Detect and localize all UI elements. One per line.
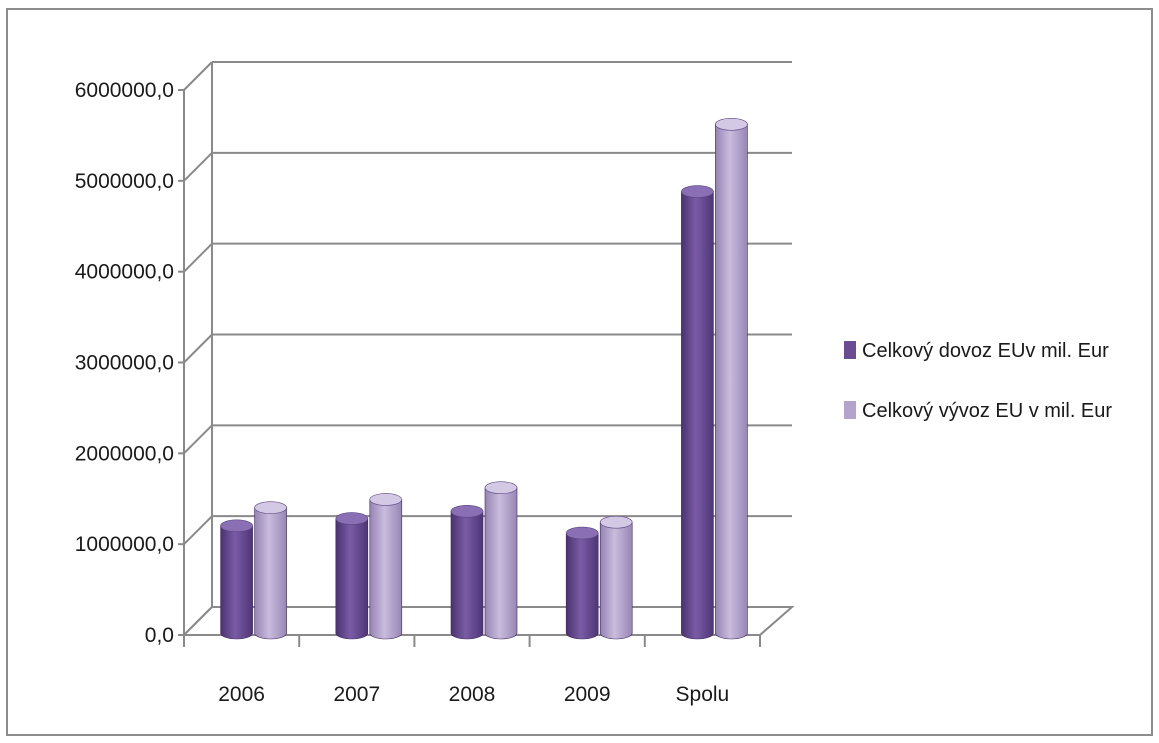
chart-frame: 0,0 1000000,0 2000000,0 3000000,0 4000000,0 5… (6, 8, 1153, 736)
x-axis-tick-labels: 2006 2007 2008 2009 Spolu (218, 683, 729, 706)
y-tick-label: 3000000,0 (75, 352, 174, 375)
bar-body (220, 525, 253, 640)
bar (254, 501, 287, 640)
y-tick-label: 4000000,0 (75, 261, 174, 284)
legend-label: Celkový vývoz EU v mil. Eur (862, 400, 1112, 422)
bar-body (335, 518, 369, 640)
bar-top (450, 504, 484, 518)
gridline-depth (183, 333, 213, 364)
bar-top (681, 185, 714, 198)
x-tick-label: 2008 (449, 683, 496, 706)
y-axis-tick-labels: 0,0 1000000,0 2000000,0 3000000,0 4000000,0 5… (75, 79, 174, 647)
bar-top (369, 493, 403, 506)
bar-body (681, 191, 714, 640)
x-tick-label: Spolu (676, 683, 730, 706)
y-tick-label: 1000000,0 (75, 533, 174, 556)
bar (335, 512, 369, 640)
y-tick-label: 2000000,0 (75, 442, 174, 465)
gridline-depth (183, 61, 213, 91)
gridline-depth (183, 424, 213, 455)
bar (220, 519, 253, 640)
bar-top (484, 481, 518, 494)
bar (450, 504, 484, 640)
x-tick-label: 2007 (333, 683, 380, 706)
bar-top (715, 118, 748, 131)
bars (220, 118, 748, 640)
bar (681, 185, 714, 640)
bar-top (599, 515, 633, 529)
bar (484, 481, 518, 640)
x-tick-label: 2009 (564, 683, 611, 706)
legend-label: Celkový dovoz EUv mil. Eur (862, 340, 1109, 362)
legend-item: Celkový vývoz EU v mil. Eur (844, 400, 1112, 422)
bar-chart: 0,0 1000000,0 2000000,0 3000000,0 4000000,0 5… (75, 61, 1112, 706)
gridline-depth (183, 242, 213, 273)
bar-top (254, 501, 287, 514)
bar-body (484, 487, 518, 640)
legend-swatch (844, 401, 856, 419)
y-tick-label: 5000000,0 (75, 170, 174, 193)
bar-body (254, 507, 287, 640)
bar (599, 515, 633, 640)
y-tick-label: 0,0 (145, 624, 174, 647)
y-tick-label: 6000000,0 (75, 79, 174, 102)
bar-top (335, 512, 369, 525)
gridlines (183, 61, 792, 636)
legend-swatch (844, 341, 856, 359)
gridline-depth (183, 515, 213, 545)
bar (369, 493, 403, 640)
bar (715, 118, 748, 640)
bar-body (715, 124, 748, 640)
bar-body (565, 532, 599, 640)
gridline-depth (183, 152, 213, 182)
bar-body (599, 521, 633, 640)
legend-item: Celkový dovoz EUv mil. Eur (844, 340, 1109, 362)
bar-body (369, 499, 403, 640)
bar-body (450, 510, 484, 640)
x-tick-label: 2006 (218, 683, 265, 706)
bar (565, 526, 599, 640)
bar-top (220, 519, 253, 533)
bar-top (565, 526, 599, 540)
legend: Celkový dovoz EUv mil. Eur Celkový vývoz … (844, 340, 1112, 422)
